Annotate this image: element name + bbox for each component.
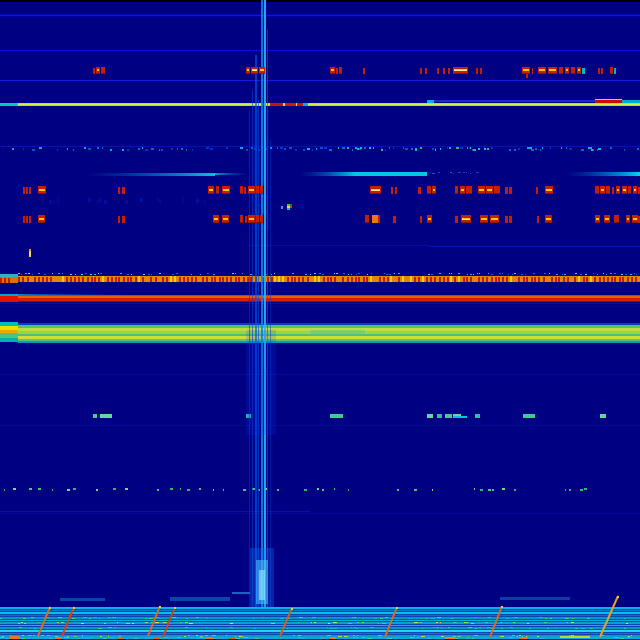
- spectrogram-canvas: [0, 0, 640, 640]
- spectrogram-view: [0, 0, 640, 640]
